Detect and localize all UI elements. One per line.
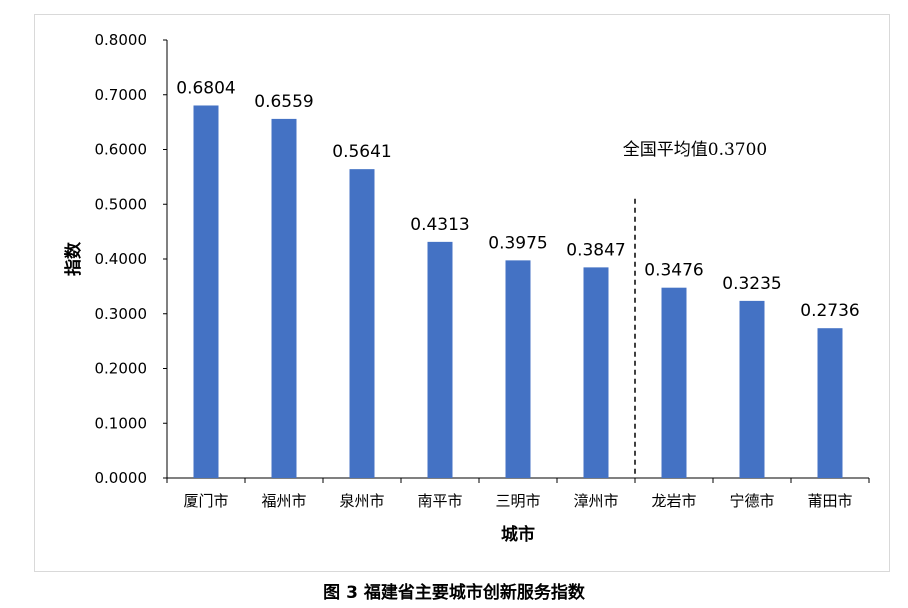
bar-value-label: 0.3975 — [488, 233, 547, 253]
bar-value-label: 0.3476 — [644, 261, 703, 281]
x-tick-label: 龙岩市 — [651, 492, 696, 510]
y-tick-label: 0.0000 — [95, 469, 148, 487]
bar — [427, 241, 453, 478]
bar-value-label: 0.3847 — [566, 240, 625, 260]
bar — [505, 260, 531, 478]
bar-value-label: 0.5641 — [332, 142, 391, 162]
bar-value-label: 0.3235 — [722, 274, 781, 294]
bar — [193, 105, 219, 478]
national-average-label: 全国平均值0.3700 — [623, 140, 767, 160]
x-tick-label: 南平市 — [417, 492, 462, 510]
y-tick-label: 0.8000 — [95, 31, 148, 49]
y-axis-title: 指数 — [63, 241, 84, 276]
data-labels: 0.6804 0.6559 0.5641 0.4313 0.3975 0.3847 0.34… — [176, 78, 859, 321]
bar — [817, 328, 843, 478]
y-tick-label: 0.4000 — [95, 250, 148, 268]
y-tick-label: 0.3000 — [95, 305, 148, 323]
bar — [739, 300, 765, 478]
y-tick-label: 0.1000 — [95, 414, 148, 432]
x-axis: 厦门市 福州市 泉州市 南平市 三明市 漳州市 龙岩市 宁德市 莆田市 — [166, 477, 870, 510]
bar-value-label: 0.4313 — [410, 215, 469, 235]
y-tick-label: 0.2000 — [95, 360, 148, 378]
y-tick-label: 0.5000 — [95, 195, 148, 213]
y-tick-label: 0.7000 — [95, 86, 148, 104]
bar-value-label: 0.6804 — [176, 78, 235, 98]
x-axis-title: 城市 — [501, 524, 535, 545]
figure-caption: 图 3 福建省主要城市创新服务指数 — [323, 583, 585, 603]
bar — [661, 287, 687, 478]
bar — [349, 169, 375, 478]
x-tick-label: 厦门市 — [183, 492, 228, 510]
x-tick-label: 漳州市 — [573, 492, 618, 510]
x-tick-label: 福州市 — [261, 492, 306, 510]
bar — [583, 267, 609, 478]
y-axis: 0.0000 0.1000 0.2000 0.3000 0.4000 0.5000 0.60… — [95, 31, 168, 487]
x-tick-label: 泉州市 — [339, 492, 384, 510]
bar-chart: 0.0000 0.1000 0.2000 0.3000 0.4000 0.5000 0.60… — [63, 31, 870, 545]
x-tick-label: 莆田市 — [807, 492, 852, 510]
x-tick-label: 宁德市 — [729, 492, 774, 510]
bar — [271, 118, 297, 479]
chart-frame: 0.0000 0.1000 0.2000 0.3000 0.4000 0.5000 0.60… — [34, 14, 890, 572]
bar-value-label: 0.2736 — [800, 301, 859, 321]
bar-value-label: 0.6559 — [254, 92, 313, 112]
y-tick-label: 0.6000 — [95, 141, 148, 159]
x-tick-label: 三明市 — [495, 492, 540, 510]
bars — [193, 105, 843, 479]
